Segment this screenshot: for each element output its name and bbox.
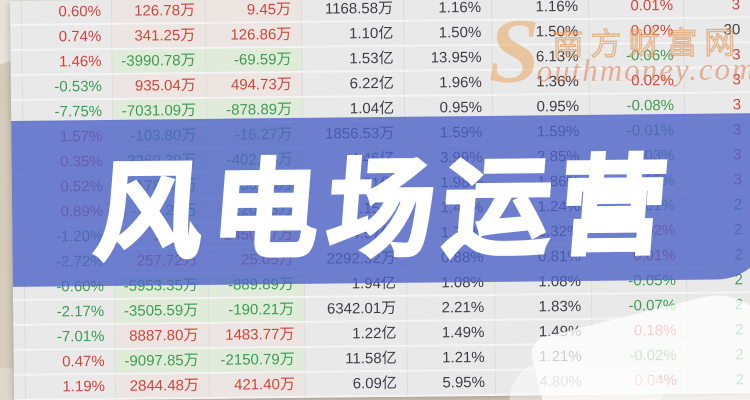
- cell-chg: 0.01%: [588, 0, 685, 18]
- cell-amount: 1168.58万: [301, 0, 405, 21]
- cell-chg: -0.07%: [592, 293, 688, 318]
- banner-title: 风电场运营: [90, 146, 683, 274]
- cell-flow1: 2844.48万: [115, 373, 211, 398]
- cell-chg: 0.02%: [589, 18, 685, 43]
- cell-ratio1: 1.21%: [407, 345, 496, 370]
- cell-amount: 1.10亿: [302, 21, 405, 46]
- cell-flow1: -3505.59万: [115, 298, 210, 323]
- cell-flow1: 935.04万: [112, 73, 207, 98]
- cell-flow2: -69.59万: [206, 47, 303, 72]
- cell-ratio2: 1.50%: [492, 19, 590, 44]
- row-gutter: [10, 25, 23, 49]
- row-gutter: [10, 75, 23, 99]
- cell-ratio2: 1.83%: [495, 294, 593, 319]
- cell-amount: 1.22亿: [305, 321, 408, 346]
- row-gutter: [13, 350, 26, 374]
- cell-ratio1: 2.21%: [407, 295, 496, 320]
- cell-tail: 3: [732, 71, 741, 89]
- cell-pct: -7.01%: [25, 324, 116, 349]
- row-gutter: [13, 300, 26, 324]
- cell-ratio1: 1.96%: [404, 70, 493, 95]
- cell-ratio2: 1.21%: [495, 344, 593, 369]
- cell-amount: 6342.01万: [305, 296, 408, 321]
- cell-flow2: 494.73万: [206, 72, 303, 97]
- cell-ratio2: 1.36%: [492, 69, 590, 94]
- cell-ratio1: 5.95%: [407, 370, 497, 395]
- cell-tail: 30: [723, 21, 741, 39]
- cell-chg: -0.06%: [589, 43, 685, 68]
- cell-chg: 0.18%: [592, 318, 688, 343]
- cell-ratio2: 4.80%: [495, 369, 594, 394]
- cell-amount: 11.58亿: [305, 346, 408, 371]
- row-gutter: [10, 50, 23, 74]
- cell-flow2: 126.86万: [206, 22, 303, 47]
- cell-tail: 2: [735, 346, 744, 364]
- row-gutter: [9, 0, 23, 24]
- cell-ratio2: 6.13%: [492, 44, 590, 69]
- cell-chg: -0.02%: [592, 343, 688, 368]
- cell-pct: -0.53%: [22, 74, 113, 99]
- cell-chg: 0.02%: [589, 68, 685, 93]
- cell-amount: 6.22亿: [302, 71, 405, 96]
- cell-amount: 6.09亿: [305, 371, 409, 396]
- row-gutter: [13, 325, 26, 349]
- cell-flow1: -3990.78万: [112, 48, 207, 73]
- row-gutter: [13, 375, 27, 399]
- cell-flow2: -2150.79万: [209, 347, 306, 372]
- cell-flow2: 1483.77万: [209, 322, 306, 347]
- cell-flow2: 9.45万: [205, 0, 303, 22]
- cell-flow1: 126.78万: [111, 0, 207, 23]
- cell-tail: 2: [735, 371, 745, 389]
- cell-tail: 3: [731, 0, 741, 14]
- cell-pct: 1.19%: [25, 374, 117, 399]
- cell-chg: 0.04%: [592, 368, 689, 393]
- cell-ratio1: 13.95%: [404, 45, 493, 70]
- cell-ratio1: 1.49%: [407, 320, 496, 345]
- stock-table-screenshot: 0.60% 126.78万 9.45万 1168.58万 1.16% 1.16% 0.01%…: [9, 0, 750, 400]
- cell-ratio1: 1.50%: [404, 20, 493, 45]
- cell-pct: 0.60%: [21, 0, 113, 24]
- banner-overlay: 风电场运营: [9, 112, 750, 287]
- cell-tail: 3: [732, 46, 741, 64]
- cell-flow2: 421.40万: [209, 372, 307, 397]
- cell-flow1: 341.25万: [112, 23, 207, 48]
- cell-tail: 2: [734, 321, 744, 339]
- cell-pct: -2.17%: [25, 299, 116, 324]
- cell-flow2: -190.21万: [209, 297, 306, 322]
- cell-amount: 1.53亿: [302, 46, 405, 71]
- cell-pct: 0.74%: [22, 24, 113, 49]
- cell-ratio2: 1.49%: [495, 319, 593, 344]
- cell-tail: 2: [734, 296, 744, 314]
- cell-flow1: -9097.85万: [115, 348, 210, 373]
- cell-pct: 0.47%: [25, 349, 116, 374]
- cell-ratio1: 1.16%: [403, 0, 493, 20]
- cell-flow1: 8887.80万: [115, 323, 210, 348]
- cell-pct: 1.46%: [22, 49, 113, 74]
- cell-ratio2: 1.16%: [491, 0, 590, 19]
